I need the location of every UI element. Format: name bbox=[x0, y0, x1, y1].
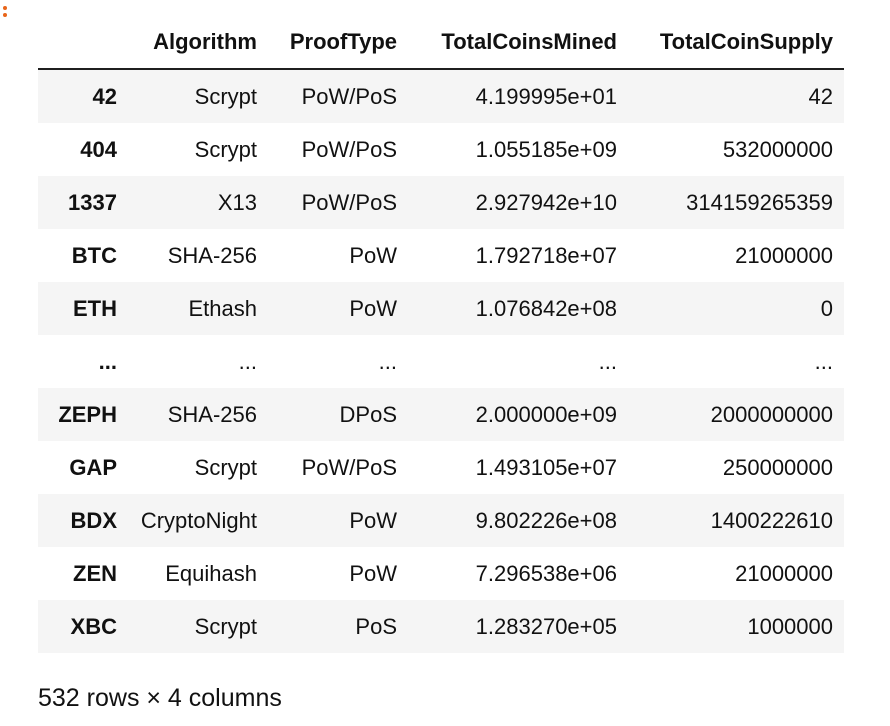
totalcoinsmined-cell: 2.000000e+09 bbox=[475, 401, 617, 427]
totalcoinsmined-cell: ... bbox=[598, 348, 617, 374]
prooftype-cell: PoW/PoS bbox=[301, 83, 397, 109]
algorithm-cell: Scrypt bbox=[194, 83, 257, 109]
totalcoinsupply-cell: 314159265359 bbox=[686, 189, 833, 215]
row-index: ZEN bbox=[73, 560, 117, 586]
row-index: BDX bbox=[70, 507, 117, 533]
totalcoinsmined-cell: 1.493105e+07 bbox=[475, 454, 617, 480]
prooftype-cell: PoW/PoS bbox=[301, 189, 397, 215]
prooftype-cell: ... bbox=[378, 348, 397, 374]
algorithm-cell: X13 bbox=[217, 189, 257, 215]
table-row: BTC SHA-256 PoW 1.792718e+07 21000000 bbox=[38, 229, 844, 282]
table-row: ZEN Equihash PoW 7.296538e+06 21000000 bbox=[38, 547, 844, 600]
totalcoinsmined-cell: 4.199995e+01 bbox=[475, 83, 617, 109]
row-index: ETH bbox=[73, 295, 117, 321]
column-header-totalcoinsmined: TotalCoinsMined bbox=[408, 16, 628, 70]
algorithm-cell: Equihash bbox=[165, 560, 257, 586]
totalcoinsupply-cell: 532000000 bbox=[722, 136, 833, 162]
totalcoinsupply-cell: 1000000 bbox=[747, 613, 833, 639]
dataframe-table: Algorithm ProofType TotalCoinsMined Tota… bbox=[38, 16, 844, 653]
dataframe-output: Algorithm ProofType TotalCoinsMined Tota… bbox=[38, 16, 844, 653]
prooftype-cell: PoW bbox=[349, 507, 397, 533]
prooftype-cell: PoW/PoS bbox=[301, 454, 397, 480]
table-row: 404 Scrypt PoW/PoS 1.055185e+09 53200000… bbox=[38, 123, 844, 176]
row-index: 404 bbox=[80, 136, 117, 162]
totalcoinsupply-cell: 42 bbox=[808, 83, 833, 109]
table-row: XBC Scrypt PoS 1.283270e+05 1000000 bbox=[38, 600, 844, 653]
totalcoinsupply-cell: ... bbox=[814, 348, 833, 374]
dataframe-shape-label: 532 rows × 4 columns bbox=[38, 684, 282, 712]
totalcoinsupply-cell: 250000000 bbox=[722, 454, 833, 480]
totalcoinsupply-cell: 21000000 bbox=[735, 242, 833, 268]
prooftype-cell: PoW bbox=[349, 560, 397, 586]
algorithm-cell: CryptoNight bbox=[140, 507, 257, 533]
totalcoinsmined-cell: 7.296538e+06 bbox=[475, 560, 617, 586]
totalcoinsupply-cell: 0 bbox=[820, 295, 833, 321]
cell-output-indicator-icon[interactable] bbox=[3, 6, 9, 22]
prooftype-cell: PoW bbox=[349, 295, 397, 321]
table-row: ZEPH SHA-256 DPoS 2.000000e+09 200000000… bbox=[38, 388, 844, 441]
totalcoinsupply-cell: 21000000 bbox=[735, 560, 833, 586]
ellipsis-row: ... ... ... ... ... bbox=[38, 335, 844, 388]
totalcoinsmined-cell: 9.802226e+08 bbox=[475, 507, 617, 533]
prooftype-cell: PoW/PoS bbox=[301, 136, 397, 162]
header-row: Algorithm ProofType TotalCoinsMined Tota… bbox=[38, 16, 844, 70]
row-index: 1337 bbox=[68, 189, 117, 215]
table-row: GAP Scrypt PoW/PoS 1.493105e+07 25000000… bbox=[38, 441, 844, 494]
algorithm-cell: Ethash bbox=[188, 295, 258, 321]
column-header-totalcoinsupply: TotalCoinSupply bbox=[628, 16, 844, 70]
totalcoinsmined-cell: 2.927942e+10 bbox=[475, 189, 617, 215]
algorithm-cell: SHA-256 bbox=[167, 242, 257, 268]
totalcoinsupply-cell: 2000000000 bbox=[710, 401, 833, 427]
table-row: BDX CryptoNight PoW 9.802226e+08 1400222… bbox=[38, 494, 844, 547]
totalcoinsmined-cell: 1.283270e+05 bbox=[475, 613, 617, 639]
prooftype-cell: PoW bbox=[349, 242, 397, 268]
algorithm-cell: ... bbox=[238, 348, 257, 374]
row-index: BTC bbox=[71, 242, 117, 268]
algorithm-cell: Scrypt bbox=[194, 613, 257, 639]
table-row: 42 Scrypt PoW/PoS 4.199995e+01 42 bbox=[38, 69, 844, 123]
row-index: GAP bbox=[69, 454, 117, 480]
row-index: ZEPH bbox=[58, 401, 117, 427]
column-header-prooftype: ProofType bbox=[268, 16, 408, 70]
algorithm-cell: Scrypt bbox=[194, 136, 257, 162]
row-index: XBC bbox=[70, 613, 117, 639]
row-index: ... bbox=[98, 348, 117, 374]
prooftype-cell: PoS bbox=[355, 613, 397, 639]
prooftype-cell: DPoS bbox=[339, 401, 397, 427]
algorithm-cell: SHA-256 bbox=[167, 401, 257, 427]
index-header bbox=[38, 16, 128, 70]
totalcoinsmined-cell: 1.076842e+08 bbox=[475, 295, 617, 321]
algorithm-cell: Scrypt bbox=[194, 454, 257, 480]
table-row: 1337 X13 PoW/PoS 2.927942e+10 3141592653… bbox=[38, 176, 844, 229]
row-index: 42 bbox=[92, 83, 117, 109]
totalcoinsmined-cell: 1.055185e+09 bbox=[475, 136, 617, 162]
column-header-algorithm: Algorithm bbox=[128, 16, 268, 70]
table-row: ETH Ethash PoW 1.076842e+08 0 bbox=[38, 282, 844, 335]
totalcoinsmined-cell: 1.792718e+07 bbox=[475, 242, 617, 268]
totalcoinsupply-cell: 1400222610 bbox=[710, 507, 833, 533]
